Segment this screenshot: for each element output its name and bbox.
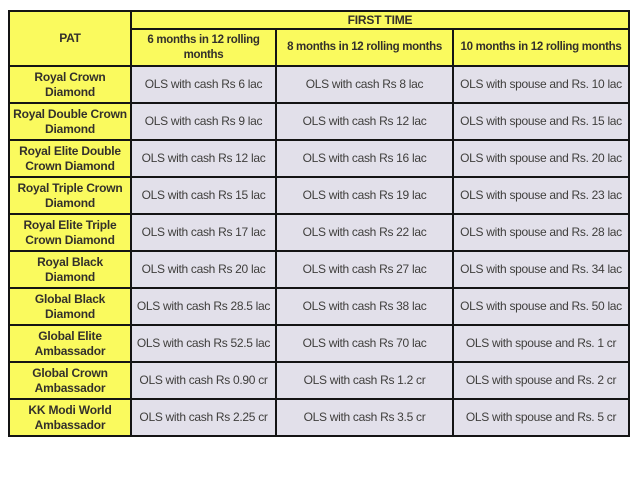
data-cell-10m: OLS with spouse and Rs. 15 lac: [451, 102, 631, 141]
data-cell-6m: OLS with cash Rs 52.5 lac: [130, 324, 277, 363]
pat-cell: Royal Crown Diamond: [8, 65, 132, 104]
data-cell-10m: OLS with spouse and Rs. 28 lac: [451, 213, 631, 252]
data-cell-6m: OLS with cash Rs 28.5 lac: [130, 287, 277, 326]
data-cell-8m: OLS with cash Rs 19 lac: [275, 176, 454, 215]
data-cell-10m: OLS with spouse and Rs. 1 cr: [451, 324, 631, 363]
table-group-header-row: PAT FIRST TIME: [8, 10, 631, 67]
pat-cell: Royal Elite Triple Crown Diamond: [8, 213, 132, 252]
data-cell-6m: OLS with cash Rs 12 lac: [130, 139, 277, 178]
data-cell-6m: OLS with cash Rs 9 lac: [130, 102, 277, 141]
data-cell-8m: OLS with cash Rs 22 lac: [275, 213, 454, 252]
data-cell-8m: OLS with cash Rs 70 lac: [275, 324, 454, 363]
data-cell-8m: OLS with cash Rs 8 lac: [275, 65, 454, 104]
data-cell-8m: OLS with cash Rs 38 lac: [275, 287, 454, 326]
column-header-8-months: 8 months in 12 rolling months: [275, 28, 454, 67]
pat-cell: Global Elite Ambassador: [8, 324, 132, 363]
data-cell-10m: OLS with spouse and Rs. 34 lac: [451, 250, 631, 289]
pat-cell: Global Crown Ambassador: [8, 361, 132, 400]
data-cell-6m: OLS with cash Rs 15 lac: [130, 176, 277, 215]
table-row: Royal Elite Double Crown Diamond OLS wit…: [8, 139, 631, 178]
table-row: Royal Black Diamond OLS with cash Rs 20 …: [8, 250, 631, 289]
data-cell-8m: OLS with cash Rs 3.5 cr: [275, 398, 454, 437]
data-cell-6m: OLS with cash Rs 17 lac: [130, 213, 277, 252]
data-cell-8m: OLS with cash Rs 1.2 cr: [275, 361, 454, 400]
pat-cell: Royal Elite Double Crown Diamond: [8, 139, 132, 178]
column-header-6-months: 6 months in 12 rolling months: [130, 28, 277, 67]
data-cell-10m: OLS with spouse and Rs. 50 lac: [451, 287, 631, 326]
pat-cell: Global Black Diamond: [8, 287, 132, 326]
table-row: Royal Elite Triple Crown Diamond OLS wit…: [8, 213, 631, 252]
table-subheader-row: 6 months in 12 rolling months 8 months i…: [9, 28, 631, 67]
table-row: Global Black Diamond OLS with cash Rs 28…: [8, 287, 631, 326]
data-cell-10m: OLS with spouse and Rs. 2 cr: [451, 361, 631, 400]
data-cell-10m: OLS with spouse and Rs. 23 lac: [451, 176, 631, 215]
column-header-10-months: 10 months in 12 rolling months: [451, 28, 631, 67]
qualification-table: PAT FIRST TIME 6 months in 12 rolling mo…: [8, 10, 631, 437]
data-cell-10m: OLS with spouse and Rs. 5 cr: [451, 398, 631, 437]
table-row: Royal Double Crown Diamond OLS with cash…: [8, 102, 631, 141]
pat-cell: Royal Black Diamond: [8, 250, 132, 289]
data-cell-6m: OLS with cash Rs 20 lac: [130, 250, 277, 289]
pat-cell: Royal Double Crown Diamond: [8, 102, 132, 141]
table-row: KK Modi World Ambassador OLS with cash R…: [8, 398, 631, 437]
data-cell-10m: OLS with spouse and Rs. 20 lac: [451, 139, 631, 178]
data-cell-6m: OLS with cash Rs 2.25 cr: [130, 398, 277, 437]
data-cell-8m: OLS with cash Rs 12 lac: [275, 102, 454, 141]
data-cell-8m: OLS with cash Rs 27 lac: [275, 250, 454, 289]
data-cell-10m: OLS with spouse and Rs. 10 lac: [451, 65, 631, 104]
table-row: Royal Crown Diamond OLS with cash Rs 6 l…: [8, 65, 631, 104]
table-row: Global Crown Ambassador OLS with cash Rs…: [8, 361, 631, 400]
first-time-header-cell: FIRST TIME: [129, 10, 631, 30]
data-cell-6m: OLS with cash Rs 6 lac: [130, 65, 277, 104]
pat-cell: KK Modi World Ambassador: [8, 398, 132, 437]
data-cell-6m: OLS with cash Rs 0.90 cr: [130, 361, 277, 400]
data-cell-8m: OLS with cash Rs 16 lac: [275, 139, 454, 178]
pat-header-cell: PAT: [8, 10, 132, 67]
table-row: Global Elite Ambassador OLS with cash Rs…: [8, 324, 631, 363]
pat-cell: Royal Triple Crown Diamond: [8, 176, 132, 215]
table-row: Royal Triple Crown Diamond OLS with cash…: [8, 176, 631, 215]
